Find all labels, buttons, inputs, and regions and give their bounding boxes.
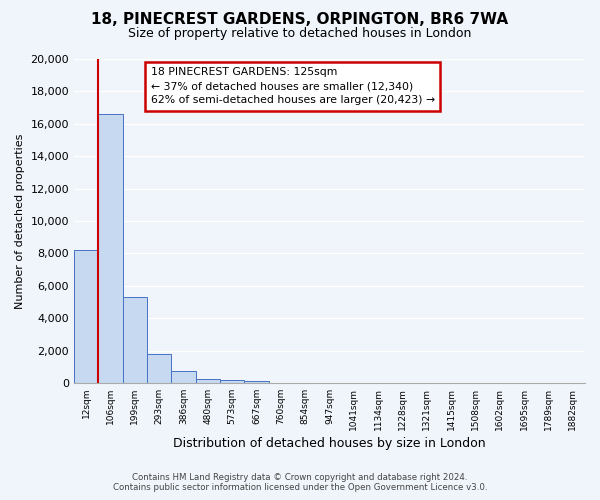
Bar — [196, 379, 220, 383]
Text: Size of property relative to detached houses in London: Size of property relative to detached ho… — [128, 28, 472, 40]
X-axis label: Distribution of detached houses by size in London: Distribution of detached houses by size … — [173, 437, 486, 450]
Text: 18 PINECREST GARDENS: 125sqm
← 37% of detached houses are smaller (12,340)
62% o: 18 PINECREST GARDENS: 125sqm ← 37% of de… — [151, 67, 435, 105]
Bar — [244, 380, 269, 383]
Bar — [74, 250, 98, 383]
Bar — [172, 371, 196, 383]
Bar — [147, 354, 172, 383]
Y-axis label: Number of detached properties: Number of detached properties — [15, 134, 25, 308]
Text: 18, PINECREST GARDENS, ORPINGTON, BR6 7WA: 18, PINECREST GARDENS, ORPINGTON, BR6 7W… — [91, 12, 509, 28]
Bar — [98, 114, 123, 383]
Text: Contains HM Land Registry data © Crown copyright and database right 2024.
Contai: Contains HM Land Registry data © Crown c… — [113, 473, 487, 492]
Bar — [220, 380, 244, 383]
Bar — [123, 297, 147, 383]
